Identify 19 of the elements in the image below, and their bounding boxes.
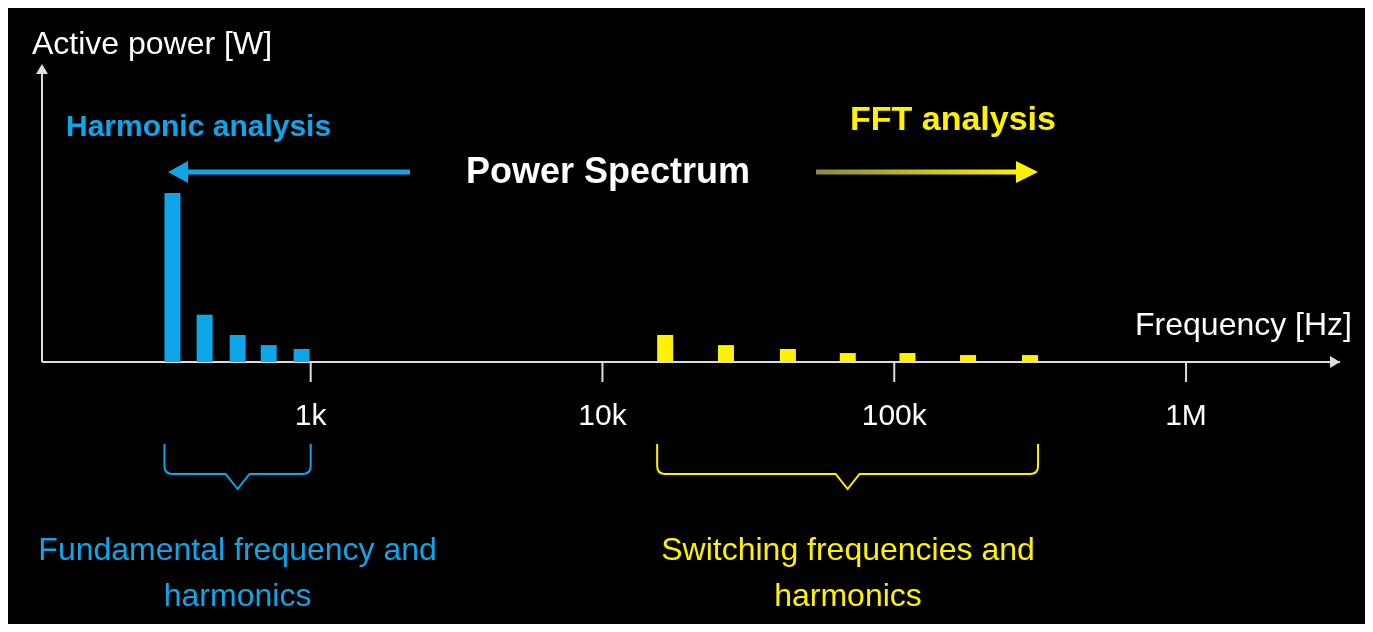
x-tick-label: 1M <box>1165 398 1207 431</box>
bar <box>717 345 734 362</box>
text: Harmonic analysis <box>66 109 332 142</box>
text: Power Spectrum <box>465 150 751 191</box>
bar <box>229 334 246 362</box>
x-tick-label: 100k <box>861 398 928 431</box>
y-axis-title: Active power [W] <box>32 25 273 61</box>
x-axis-title: Frequency [Hz] <box>1135 306 1352 342</box>
text: Switching frequencies and harmonics <box>661 531 1035 613</box>
bar <box>899 353 916 362</box>
bar <box>1022 355 1039 362</box>
bar <box>960 355 977 362</box>
x-tick-label: 10k <box>578 398 628 431</box>
bar <box>839 353 856 362</box>
x-tick-label: 1k <box>294 398 328 431</box>
bar <box>657 334 674 362</box>
bar <box>779 348 796 362</box>
text: FFT analysis <box>850 99 1056 137</box>
text: Fundamental frequency and harmonics <box>38 531 437 613</box>
